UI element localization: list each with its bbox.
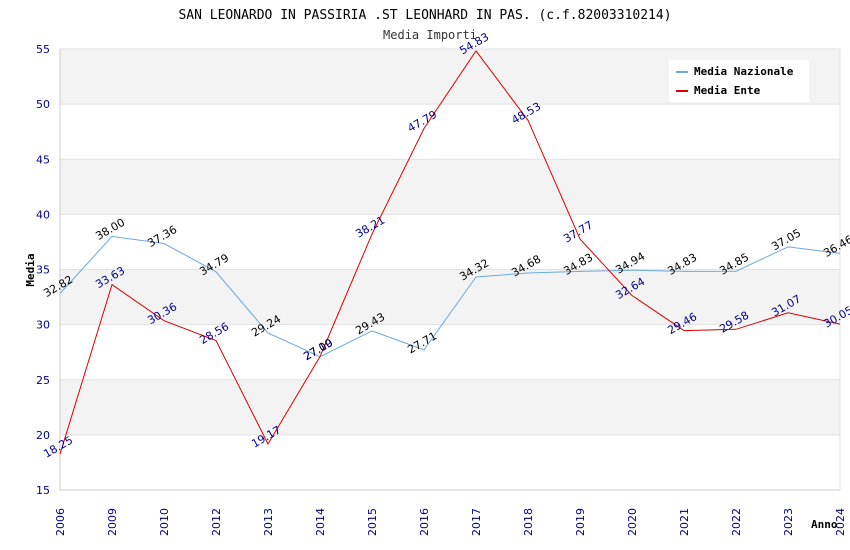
plot-band	[60, 379, 840, 435]
axes	[59, 49, 841, 491]
y-axis-label: Media	[24, 253, 37, 286]
y-tick-label: 45	[36, 153, 50, 166]
x-tick-label: 2023	[782, 508, 795, 536]
x-tick-label: 2018	[522, 508, 535, 536]
x-tick-label: 2009	[106, 508, 119, 536]
chart-title: SAN LEONARDO IN PASSIRIA .ST LEONHARD IN…	[178, 8, 671, 23]
x-tick-label: 2022	[730, 508, 743, 536]
plot-background-bands	[60, 49, 840, 490]
plot-band	[60, 324, 840, 380]
plot-band	[60, 434, 840, 490]
y-tick-label: 30	[36, 319, 50, 332]
x-tick-label: 2024	[834, 508, 847, 536]
x-tick-label: 2006	[54, 508, 67, 536]
plot-band	[60, 214, 840, 270]
legend-label-media-ente: Media Ente	[694, 84, 761, 97]
y-tick-label: 15	[36, 484, 50, 497]
x-tick-label: 2019	[574, 508, 587, 536]
x-tick-label: 2021	[678, 508, 691, 536]
legend-label-media-nazionale: Media Nazionale	[694, 65, 794, 78]
x-tick-label: 2013	[262, 508, 275, 536]
plot-band	[60, 159, 840, 215]
y-tick-labels: 15 20 25 30 35 40 45 50 55	[36, 43, 50, 497]
series-line-media-nazionale	[59, 235, 841, 358]
legend-box	[669, 60, 809, 102]
x-tick-label: 2010	[158, 508, 171, 536]
x-tick-label: 2016	[418, 508, 431, 536]
x-tick-label: 2014	[314, 508, 327, 536]
y-tick-label: 20	[36, 429, 50, 442]
chart-subtitle: Media Importi	[383, 28, 477, 42]
legend: Media Nazionale Media Ente	[669, 60, 809, 102]
series-line-media-ente	[59, 50, 841, 455]
x-axis-label: Anno	[811, 518, 838, 531]
series-lines	[59, 50, 841, 455]
x-tick-labels: 2006 2009 2010 2012 2013 2014 2015 2016 2017 2018…	[54, 508, 847, 536]
plot-band	[60, 269, 840, 325]
plot-band	[60, 104, 840, 160]
y-tick-label: 50	[36, 98, 50, 111]
y-tick-label: 25	[36, 374, 50, 387]
y-tick-label: 55	[36, 43, 50, 56]
y-tick-label: 40	[36, 208, 50, 221]
x-tick-label: 2012	[210, 508, 223, 536]
x-tick-label: 2017	[470, 508, 483, 536]
x-tick-label: 2020	[626, 508, 639, 536]
x-tick-label: 2015	[366, 508, 379, 536]
y-tick-label: 35	[36, 264, 50, 277]
